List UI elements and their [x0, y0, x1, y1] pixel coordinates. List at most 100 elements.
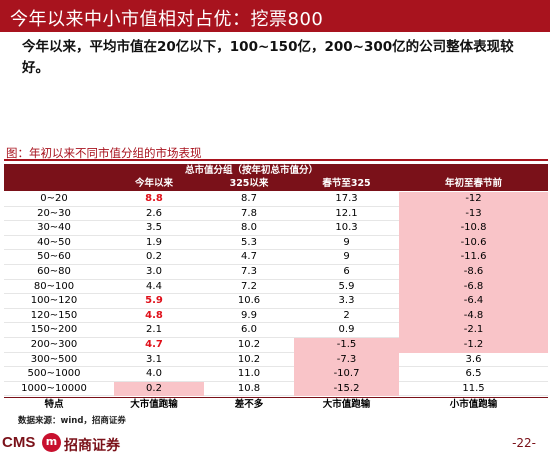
page-number: -22-	[512, 436, 536, 450]
cell-spring-to-325: 2	[343, 309, 350, 321]
footer-cell: 特点	[44, 399, 64, 411]
cell-group: 30~40	[37, 222, 71, 234]
cell-since325: 10.2	[237, 339, 261, 350]
table-row: 0~20 8.8 8.7 17.3 -12	[4, 192, 548, 207]
cell-ytd-to-spring: -10.6	[460, 236, 487, 248]
cell-ytd-to-spring: 11.5	[462, 382, 485, 394]
cell-group: 200~300	[30, 339, 78, 350]
cell-ytd-to-spring: -13	[465, 207, 482, 219]
cell-ytd-to-spring: -2.1	[463, 324, 484, 336]
cell-ytd: 1.9	[146, 236, 162, 248]
cell-group: 50~60	[37, 251, 71, 263]
table-column-header-row: 今年以来 325以来 春节至325 年初至春节前	[4, 177, 548, 191]
cell-ytd: 3.5	[146, 222, 162, 234]
cell-since325: 9.9	[241, 309, 257, 321]
cell-since325: 7.2	[241, 280, 257, 292]
footer-cell: 大市值跑输	[322, 399, 371, 411]
highlight-cell	[399, 265, 548, 280]
cell-ytd: 4.0	[146, 368, 162, 380]
cell-spring-to-325: 5.9	[338, 280, 355, 292]
cell-group: 20~30	[37, 207, 71, 219]
table-row: 50~60 0.2 4.7 9 -11.6	[4, 250, 548, 265]
table-row: 1000~10000 0.2 10.8 -15.2 11.5	[4, 381, 548, 397]
highlight-cell	[399, 338, 548, 353]
cell-group: 500~1000	[27, 368, 81, 380]
cell-since325: 10.2	[237, 353, 261, 365]
cell-group: 120~150	[30, 309, 78, 321]
cell-spring-to-325: 9	[343, 236, 350, 248]
cell-spring-to-325: -1.5	[336, 339, 357, 350]
cell-ytd-to-spring: -8.6	[463, 266, 484, 277]
page-title: 今年以来中小市值相对占优：挖票800	[10, 9, 324, 30]
data-source: 数据来源：wind，招商证券	[18, 416, 126, 426]
cell-ytd-to-spring: -4.8	[463, 309, 484, 321]
cell-spring-to-325: 6	[343, 266, 350, 277]
table-footer-row: 特点 大市值跑输 差不多 大市值跑输 小市值跑输	[4, 397, 548, 411]
highlight-cell	[294, 352, 399, 368]
cell-since325: 4.7	[241, 251, 257, 263]
footer-cell: 大市值跑输	[130, 399, 178, 411]
cell-ytd: 3.1	[146, 353, 162, 365]
highlight-cell	[399, 206, 548, 222]
highlight-cell	[399, 221, 548, 236]
col-header-group	[4, 177, 104, 191]
cell-spring-to-325: 10.3	[335, 222, 358, 234]
cell-spring-to-325: -7.3	[336, 353, 357, 365]
table-row: 60~80 3.0 7.3 6 -8.6	[4, 265, 548, 280]
group-header: 总市值分组（按年初总市值分）	[184, 165, 318, 176]
highlight-cell	[294, 367, 399, 382]
col-header-ytd-to-spring: 年初至春节前	[444, 178, 502, 189]
table-row: 80~100 4.4 7.2 5.9 -6.8	[4, 279, 548, 295]
cell-ytd-to-spring: -6.8	[463, 280, 484, 292]
table-row: 40~50 1.9 5.3 9 -10.6	[4, 235, 548, 251]
cell-since325: 6.0	[241, 324, 257, 336]
cell-spring-to-325: -10.7	[333, 368, 360, 380]
cell-since325: 10.6	[237, 295, 261, 307]
table-row: 200~300 4.7 10.2 -1.5 -1.2	[4, 338, 548, 353]
cell-since325: 7.8	[241, 207, 257, 219]
cell-spring-to-325: -15.2	[333, 382, 360, 394]
cell-spring-to-325: 9	[343, 251, 350, 263]
figure-caption-text: 图：年初以来不同市值分组的市场表现	[6, 146, 202, 160]
cell-since325: 11.0	[237, 368, 261, 380]
col-header-since325: 325以来	[229, 178, 269, 189]
highlight-cell	[399, 250, 548, 265]
cell-spring-to-325: 3.3	[338, 295, 355, 307]
cell-ytd-to-spring: -6.4	[463, 295, 484, 307]
cell-group: 80~100	[33, 280, 75, 292]
cell-since325: 8.7	[241, 193, 257, 204]
cell-ytd: 4.7	[145, 339, 163, 350]
cell-ytd: 4.8	[145, 309, 163, 321]
figure-caption: 图：年初以来不同市值分组的市场表现	[4, 143, 548, 161]
cell-ytd-to-spring: 6.5	[465, 368, 482, 380]
table-row: 30~40 3.5 8.0 10.3 -10.8	[4, 221, 548, 236]
cms-logo-icon: m	[42, 433, 61, 452]
cms-logo-text: CMS	[2, 434, 36, 451]
cell-ytd: 0.2	[146, 251, 162, 263]
highlight-cell	[294, 381, 399, 397]
highlight-cell	[399, 294, 548, 309]
cell-since325: 8.0	[241, 222, 257, 234]
cell-since325: 10.8	[237, 382, 261, 394]
cell-ytd: 2.6	[146, 207, 162, 219]
cell-ytd: 0.2	[146, 382, 162, 394]
table-row: 150~200 2.1 6.0 0.9 -2.1	[4, 323, 548, 338]
cell-ytd-to-spring: -12	[465, 193, 482, 204]
cell-spring-to-325: 0.9	[338, 324, 355, 336]
highlight-cell	[399, 323, 548, 338]
cell-ytd-to-spring: -10.8	[460, 222, 487, 234]
col-header-ytd: 今年以来	[134, 178, 173, 189]
summary-text: 今年以来，平均市值在20亿以下，100~150亿，200~300亿的公司整体表现…	[22, 39, 514, 76]
cell-ytd: 8.8	[145, 193, 163, 204]
table-row: 20~30 2.6 7.8 12.1 -13	[4, 206, 548, 222]
table-row: 100~120 5.9 10.6 3.3 -6.4	[4, 294, 548, 309]
title-bar: 今年以来中小市值相对占优：挖票800	[0, 0, 550, 32]
footer-cell: 小市值跑输	[449, 399, 498, 411]
highlight-cell	[399, 279, 548, 295]
col-header-spring-to-325: 春节至325	[322, 178, 371, 189]
table-row: 120~150 4.8 9.9 2 -4.8	[4, 308, 548, 324]
cell-group: 40~50	[37, 236, 71, 248]
cell-group: 0~20	[40, 193, 68, 204]
cell-ytd: 4.4	[146, 280, 162, 292]
cell-since325: 5.3	[241, 236, 257, 248]
